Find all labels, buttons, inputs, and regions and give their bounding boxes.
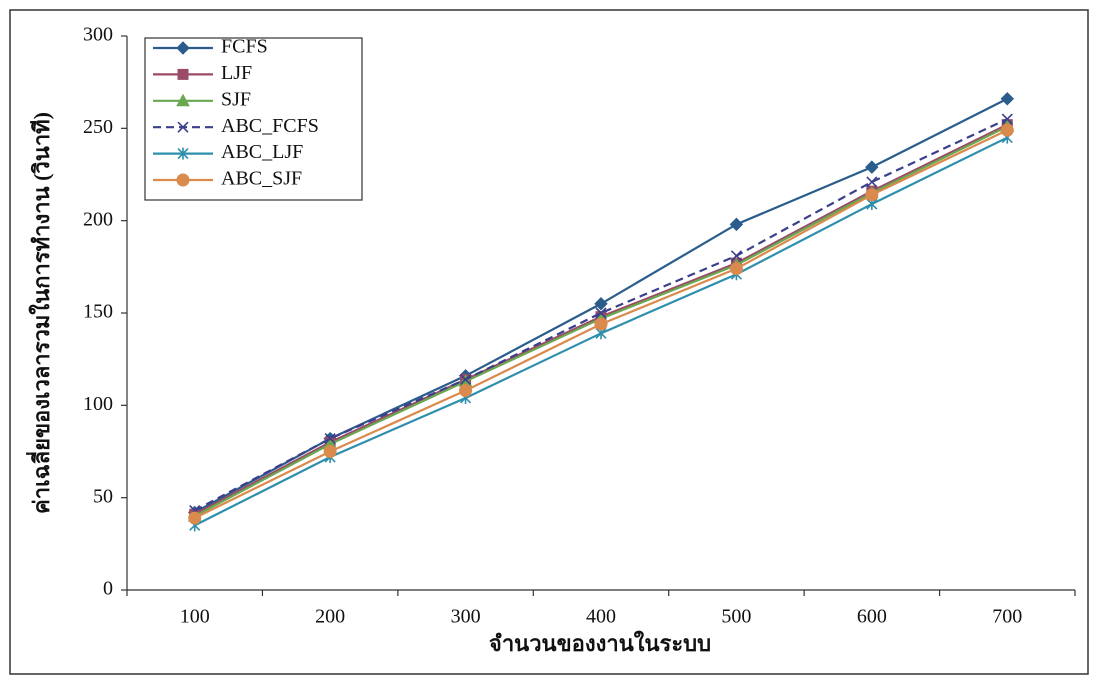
marker — [177, 68, 189, 80]
marker — [594, 297, 608, 311]
marker — [176, 93, 190, 107]
marker — [176, 41, 190, 55]
legend-label: ABC_SJF — [221, 168, 302, 190]
y-tick-label: 0 — [103, 578, 113, 600]
x-tick-label: 700 — [992, 606, 1022, 628]
y-tick-label: 50 — [93, 485, 113, 507]
marker — [729, 217, 744, 232]
y-axis-title: ค่าเฉลี่ยของเวลารวมในการทำงาน (วินาที) — [25, 112, 54, 514]
marker — [176, 173, 190, 187]
marker — [460, 373, 472, 386]
y-tick-label: 300 — [83, 24, 113, 46]
marker — [324, 433, 336, 445]
marker — [188, 511, 202, 525]
marker — [323, 445, 337, 458]
y-tick-label: 100 — [83, 393, 113, 415]
x-tick-label: 200 — [315, 606, 345, 628]
marker — [177, 121, 189, 133]
marker — [459, 384, 473, 398]
marker — [595, 307, 607, 319]
x-tick-label: 100 — [180, 606, 210, 628]
marker — [865, 160, 879, 174]
x-tick-label: 600 — [857, 606, 887, 628]
legend-label: FCFS — [221, 36, 268, 58]
marker — [177, 147, 189, 160]
marker — [1001, 113, 1013, 125]
x-tick-label: 300 — [451, 606, 481, 628]
y-tick-label: 150 — [83, 301, 113, 323]
marker — [1000, 92, 1014, 106]
marker — [729, 262, 743, 276]
y-tick-label: 250 — [83, 116, 113, 138]
legend: FCFS LJF SJF ABC_FCFS ABC_LJF ABC_SJF — [144, 36, 363, 201]
marker — [730, 250, 742, 262]
marker — [1000, 123, 1014, 137]
legend-label: ABC_FCFS — [221, 115, 319, 137]
marker — [865, 188, 879, 202]
legend-label: SJF — [221, 88, 251, 110]
x-tick-label: 500 — [721, 606, 751, 628]
legend-box — [144, 37, 363, 201]
legend-label: ABC_LJF — [221, 141, 303, 163]
legend-label: LJF — [221, 62, 252, 84]
marker — [866, 176, 878, 188]
y-tick-label: 200 — [83, 208, 113, 230]
marker — [594, 317, 608, 331]
x-tick-label: 400 — [586, 606, 616, 628]
x-axis-title: จำนวนของงานในระบบ — [489, 630, 711, 656]
